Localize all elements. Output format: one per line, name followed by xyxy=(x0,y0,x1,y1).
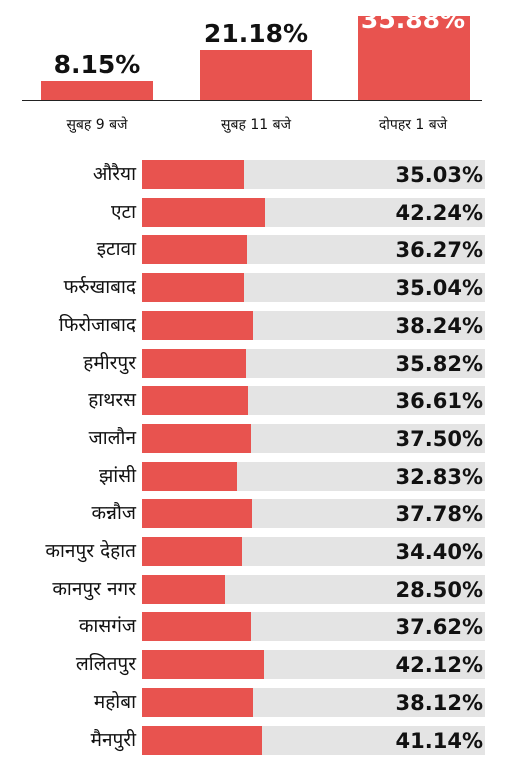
time-category-label: सुबह 11 बजे xyxy=(221,117,291,133)
district-label: हाथरस xyxy=(88,389,136,411)
district-bar xyxy=(142,349,246,378)
district-label: कानपुर नगर xyxy=(52,578,136,600)
time-category-label: दोपहर 1 बजे xyxy=(378,117,448,133)
district-label: कासगंज xyxy=(78,615,136,637)
district-bar-track: 36.61% xyxy=(142,386,485,415)
district-label: औरैया xyxy=(92,163,136,185)
district-value-label: 42.12% xyxy=(395,653,483,677)
time-value-label: 8.15% xyxy=(53,50,141,79)
district-bar-track: 41.14% xyxy=(142,726,485,755)
district-bar xyxy=(142,726,262,755)
district-bar xyxy=(142,311,253,340)
district-label: जालौन xyxy=(88,427,136,449)
district-label: कानपुर देहात xyxy=(45,540,136,562)
district-label: फिरोजाबाद xyxy=(58,314,136,336)
district-label: ललितपुर xyxy=(75,653,136,675)
district-bar-track: 28.50% xyxy=(142,575,485,604)
district-bar xyxy=(142,575,225,604)
district-bar-track: 36.27% xyxy=(142,235,485,264)
district-value-label: 35.03% xyxy=(395,163,483,187)
time-turnout-chart: 8.15% सुबह 9 बजे 21.18% सुबह 11 बजे 35.88% दो… xyxy=(0,0,512,142)
district-bar xyxy=(142,688,253,717)
time-value-label: 35.88% xyxy=(360,5,466,34)
district-bar-track: 35.82% xyxy=(142,349,485,378)
district-label: हमीरपुर xyxy=(83,352,136,374)
district-value-label: 38.24% xyxy=(395,314,483,338)
district-bar xyxy=(142,273,244,302)
district-bar-track: 42.24% xyxy=(142,198,485,227)
district-bar xyxy=(142,424,251,453)
district-bar xyxy=(142,160,244,189)
district-bar-track: 32.83% xyxy=(142,462,485,491)
time-bar xyxy=(41,81,153,100)
district-value-label: 38.12% xyxy=(395,691,483,715)
district-value-label: 37.50% xyxy=(395,427,483,451)
district-label: मैनपुरी xyxy=(90,729,136,751)
district-label: झांसी xyxy=(98,465,136,487)
time-value-label: 21.18% xyxy=(203,19,309,48)
time-bar xyxy=(358,16,470,100)
district-value-label: 36.61% xyxy=(395,389,483,413)
district-value-label: 35.82% xyxy=(395,352,483,376)
district-label: इटावा xyxy=(96,238,136,260)
district-value-label: 34.40% xyxy=(395,540,483,564)
district-bar xyxy=(142,537,242,566)
district-value-label: 37.62% xyxy=(395,615,483,639)
district-bar-track: 42.12% xyxy=(142,650,485,679)
district-bar xyxy=(142,650,264,679)
baseline xyxy=(22,100,482,101)
district-label: महोबा xyxy=(93,691,136,713)
time-category-label: सुबह 9 बजे xyxy=(66,117,128,133)
district-bar xyxy=(142,612,251,641)
district-bar-track: 34.40% xyxy=(142,537,485,566)
district-label: एटा xyxy=(110,201,136,223)
district-bar-track: 37.78% xyxy=(142,499,485,528)
district-value-label: 42.24% xyxy=(395,201,483,225)
district-bar-track: 38.24% xyxy=(142,311,485,340)
district-bar xyxy=(142,198,265,227)
time-bar xyxy=(200,50,312,100)
district-bar xyxy=(142,499,252,528)
district-bar-track: 37.50% xyxy=(142,424,485,453)
district-bar-track: 37.62% xyxy=(142,612,485,641)
district-bar xyxy=(142,386,248,415)
district-bar xyxy=(142,462,237,491)
district-value-label: 36.27% xyxy=(395,238,483,262)
district-bar-track: 35.03% xyxy=(142,160,485,189)
district-value-label: 35.04% xyxy=(395,276,483,300)
district-label: फर्रुखाबाद xyxy=(63,276,136,298)
district-value-label: 41.14% xyxy=(395,729,483,753)
district-value-label: 37.78% xyxy=(395,502,483,526)
district-value-label: 32.83% xyxy=(395,465,483,489)
district-bar-track: 38.12% xyxy=(142,688,485,717)
district-value-label: 28.50% xyxy=(395,578,483,602)
district-bar-track: 35.04% xyxy=(142,273,485,302)
district-label: कन्नौज xyxy=(91,502,136,524)
district-bar xyxy=(142,235,247,264)
